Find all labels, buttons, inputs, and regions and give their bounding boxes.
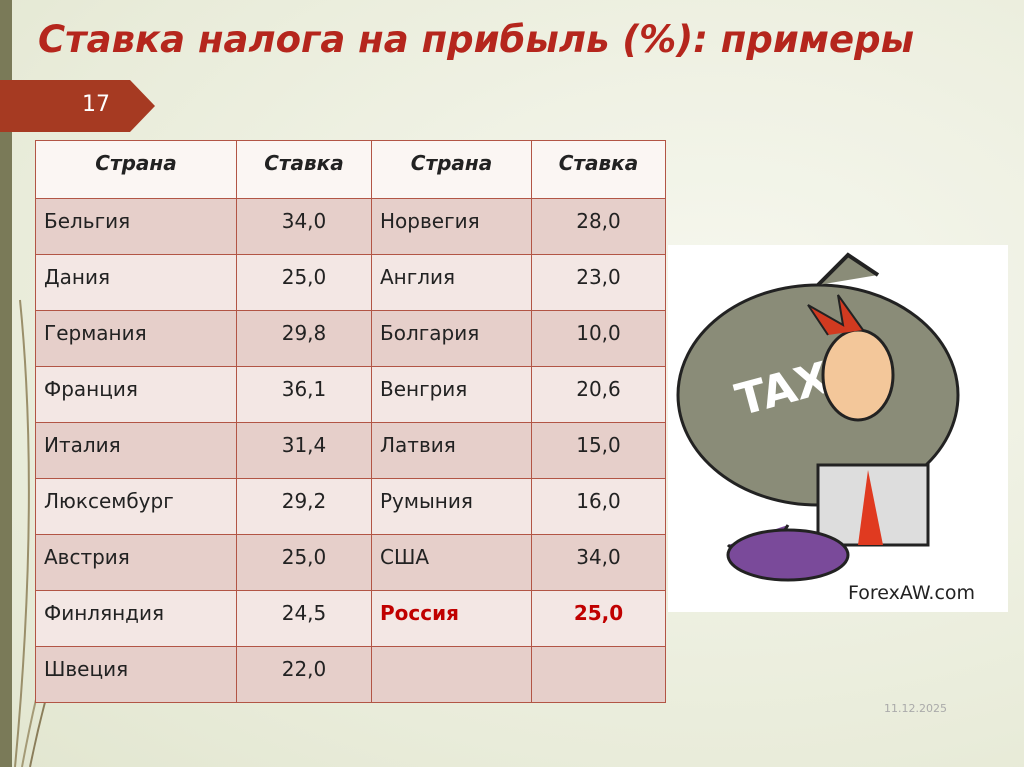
rate-cell: 34,0 [531,534,666,591]
column-header: Ставка [531,140,666,199]
country-cell: Болгария [371,310,532,367]
country-cell: Люксембург [35,478,237,535]
country-cell: Латвия [371,422,532,479]
slide-number: 17 [82,92,110,117]
rate-cell: 22,0 [236,646,372,703]
tax-table: Страна Ставка Страна Ставка Бельгия 34,0 Норв… [35,140,666,703]
rate-cell: 23,0 [531,254,666,311]
table-row: Франция 36,1 Венгрия 20,6 [35,366,666,423]
country-cell: Финляндия [35,590,237,647]
rate-cell: 16,0 [531,478,666,535]
country-cell: Дания [35,254,237,311]
country-cell: Франция [35,366,237,423]
column-header: Страна [35,140,237,199]
header-row: Страна Ставка Страна Ставка [35,140,666,199]
empty-cell [531,646,666,703]
rate-cell: 29,8 [236,310,372,367]
table-row: Финляндия 24,5 Россия 25,0 [35,590,666,647]
country-cell: Венгрия [371,366,532,423]
country-cell: Австрия [35,534,237,591]
rate-cell: 15,0 [531,422,666,479]
table-row: Бельгия 34,0 Норвегия 28,0 [35,198,666,255]
rate-cell: 10,0 [531,310,666,367]
table-row: Германия 29,8 Болгария 10,0 [35,310,666,367]
image-caption: ForexAW.com [848,582,976,604]
rate-cell: 34,0 [236,198,372,255]
rate-cell: 25,0 [531,590,666,647]
rate-cell: 20,6 [531,366,666,423]
left-bar [0,0,12,767]
country-cell: Россия [371,590,532,647]
rate-cell: 28,0 [531,198,666,255]
slide-number-tab [0,80,155,132]
country-cell: Италия [35,422,237,479]
country-cell: Норвегия [371,198,532,255]
rate-cell: 31,4 [236,422,372,479]
cartoon-image: TAXES [668,245,1008,612]
rate-cell: 25,0 [236,534,372,591]
cartoon-drawing: TAXES [676,252,960,582]
rate-cell: 24,5 [236,590,372,647]
title: Ставка налога на прибыль (%): примеры [38,18,915,61]
country-cell: Румыния [371,478,532,535]
country-cell: США [371,534,532,591]
table-row: Швеция 22,0 [35,646,666,703]
column-header: Ставка [236,140,372,199]
column-header: Страна [371,140,532,199]
table-row: Дания 25,0 Англия 23,0 [35,254,666,311]
country-cell: Швеция [35,646,237,703]
country-cell: Бельгия [35,198,237,255]
date: 11.12.2025 [884,702,947,715]
table-row: Люксембург 29,2 Румыния 16,0 [35,478,666,535]
rate-cell: 29,2 [236,478,372,535]
rate-cell: 25,0 [236,254,372,311]
rate-cell: 36,1 [236,366,372,423]
country-cell: Англия [371,254,532,311]
table-row: Австрия 25,0 США 34,0 [35,534,666,591]
empty-cell [371,646,532,703]
country-cell: Германия [35,310,237,367]
table-row: Италия 31,4 Латвия 15,0 [35,422,666,479]
